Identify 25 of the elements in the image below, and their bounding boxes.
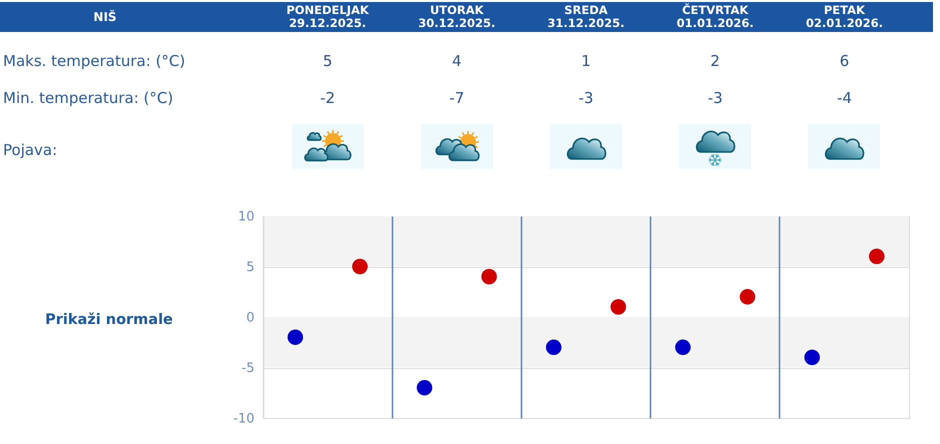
y-tick-label: -5: [242, 361, 254, 376]
text: ČETVRTAK 01.01.2026.: [676, 3, 755, 30]
text: Maks. temperatura: (°C): [3, 52, 186, 70]
text: Pojava:: [3, 141, 58, 159]
data-label: 4: [451, 52, 463, 70]
data-label: -3: [578, 89, 594, 107]
text: SREDA 31.12.2025.: [546, 3, 626, 30]
y-tick-label: 0: [246, 310, 254, 326]
data-label: -3: [706, 89, 724, 107]
y-tick-label: 10: [238, 210, 254, 224]
text: PETAK 02.01.2026.: [804, 3, 884, 30]
y-tick-label: -10: [233, 412, 254, 426]
text: Prikaži normale: [44, 311, 174, 330]
text: PONEDELJAK 29.12.2025.: [285, 3, 370, 30]
data-label: 5: [322, 52, 334, 70]
data-label: 1: [580, 52, 592, 70]
text: Min. temperatura: (°C): [3, 89, 174, 107]
data-label: -2: [319, 89, 336, 107]
text: UTORAK 30.12.2025.: [417, 3, 496, 30]
y-tick-label: 5: [246, 260, 254, 275]
data-label: -7: [448, 89, 466, 107]
data-label: -4: [836, 89, 853, 107]
data-label: 2: [709, 52, 721, 70]
data-label: 6: [838, 52, 850, 70]
text: NIŠ: [92, 8, 118, 26]
